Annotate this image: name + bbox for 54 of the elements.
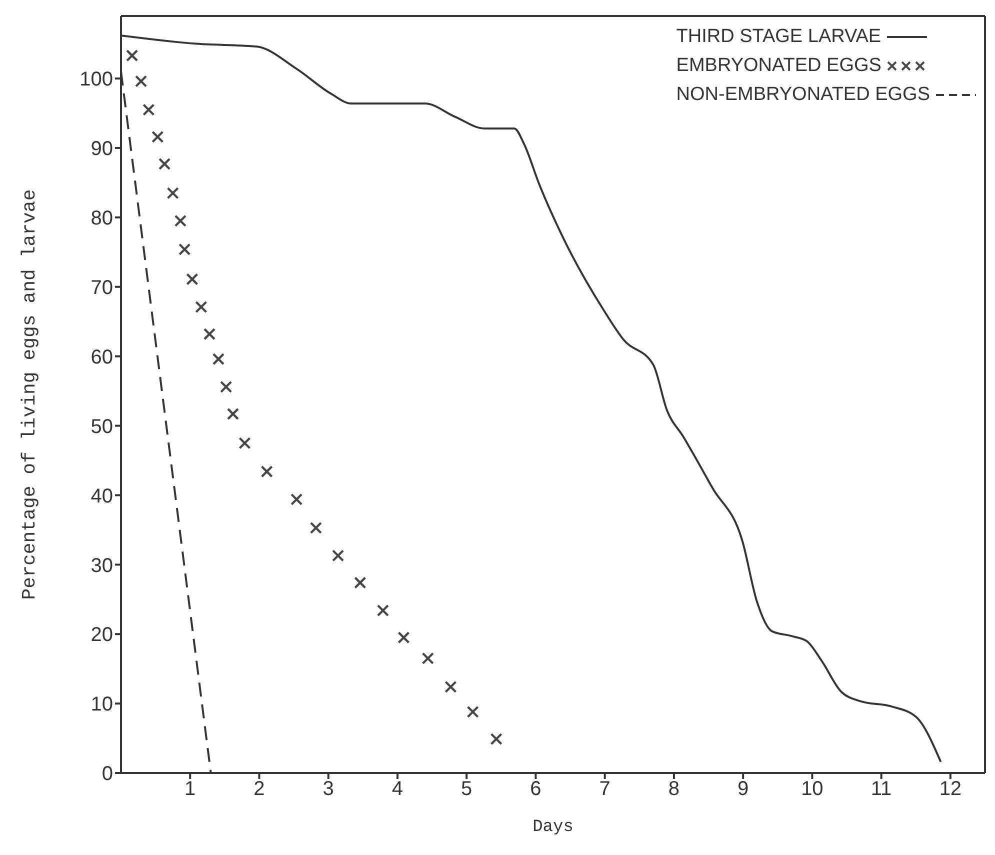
point	[195, 300, 208, 314]
y-tick-label: 70	[90, 276, 113, 299]
x-tick-label: 10	[801, 778, 824, 800]
y-axis-title: Percentage of living eggs and larvae	[18, 189, 41, 600]
point	[466, 706, 479, 718]
point	[220, 380, 232, 393]
point	[422, 652, 434, 665]
point	[398, 631, 410, 644]
point	[212, 352, 225, 366]
x-tick-label: 12	[939, 778, 962, 800]
point	[186, 273, 198, 286]
y-tick-label: 10	[90, 694, 113, 716]
y-tick-label: 60	[90, 346, 113, 368]
point	[134, 75, 148, 88]
point	[444, 680, 457, 693]
y-tick-label: 30	[90, 554, 113, 577]
point	[354, 576, 366, 589]
x-tick-label: 3	[322, 778, 334, 800]
point	[152, 130, 164, 143]
point	[166, 186, 179, 200]
point	[226, 408, 240, 420]
point	[332, 550, 344, 562]
point	[174, 214, 187, 227]
x-tick-label: 11	[870, 778, 892, 800]
y-tick-label: 0	[102, 763, 113, 786]
y-tick-label: 90	[90, 138, 113, 160]
point	[260, 465, 273, 478]
x-tick-label: 7	[599, 778, 610, 800]
x-tick-label: 9	[738, 778, 749, 800]
point	[142, 104, 155, 116]
point	[490, 732, 502, 746]
point	[178, 243, 191, 256]
y-tick-label: 50	[90, 416, 113, 438]
point	[290, 493, 303, 506]
x-tick-label: 2	[254, 778, 265, 800]
x-tick-label: 4	[392, 778, 404, 800]
point	[126, 49, 138, 62]
point	[238, 437, 251, 450]
x-tick-label: 1	[184, 778, 196, 800]
point	[158, 158, 171, 170]
legend-label: EMBRYONATED EGGS	[676, 54, 882, 78]
point	[310, 522, 322, 534]
y-tick-label: 100	[80, 68, 113, 91]
y-tick-label: 20	[90, 624, 113, 646]
x-axis-title: Days	[532, 818, 574, 837]
y-tick-label: 80	[90, 208, 113, 230]
x-tick-label: 8	[668, 778, 680, 800]
point	[203, 328, 216, 340]
legend-label: NON-EMBRYONATED EGGS	[676, 83, 930, 107]
x-tick-label: 6	[530, 778, 542, 800]
x-tick-label: 5	[461, 778, 472, 800]
point	[376, 604, 390, 617]
y-tick-label: 40	[90, 485, 113, 508]
legend-label: THIRD STAGE LARVAE	[676, 25, 882, 49]
